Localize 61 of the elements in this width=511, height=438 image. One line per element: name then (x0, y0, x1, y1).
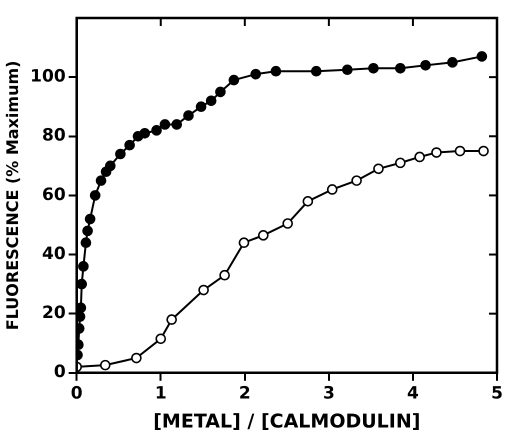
y-tick-label: 100 (30, 66, 66, 87)
point (78, 261, 89, 272)
x-tick-label: 1 (154, 383, 167, 404)
x-tick-label: 2 (238, 383, 251, 404)
point (105, 160, 116, 172)
point (115, 148, 126, 160)
point (270, 66, 282, 77)
x-tick-label: 3 (322, 383, 335, 404)
point (100, 360, 111, 370)
y-tick-label: 60 (42, 184, 66, 205)
point (414, 152, 425, 162)
point (96, 175, 106, 186)
y-tick-label: 20 (42, 303, 66, 324)
point (219, 270, 230, 281)
point (395, 62, 406, 74)
point (76, 302, 86, 314)
point (282, 218, 293, 229)
point (90, 190, 100, 201)
y-tick-label: 80 (42, 126, 66, 146)
point (228, 74, 240, 86)
point (258, 230, 269, 241)
point (351, 175, 362, 186)
point (302, 196, 314, 207)
x-tick-label: 5 (491, 383, 503, 404)
point (342, 64, 353, 76)
point (160, 119, 170, 130)
point (196, 101, 206, 112)
point (395, 158, 406, 168)
y-axis-title: FLUORESCENCE (% Maximum) (2, 60, 22, 330)
point (368, 62, 379, 74)
x-tick-label: 4 (407, 383, 420, 404)
point (82, 226, 93, 236)
point (76, 278, 88, 290)
point (206, 95, 216, 106)
y-tick-label: 40 (42, 244, 66, 264)
point (80, 237, 92, 248)
y-tick-label: 0 (54, 362, 66, 382)
point (373, 163, 384, 174)
point (131, 352, 142, 364)
x-tick-label: 0 (70, 383, 83, 404)
point (124, 140, 135, 150)
point (151, 125, 162, 136)
point (431, 147, 442, 158)
point (171, 119, 182, 130)
point (420, 60, 431, 71)
point (250, 68, 262, 80)
point (198, 284, 209, 296)
point (476, 51, 488, 62)
x-axis-title: [METAL] / [CALMODULIN] (153, 410, 420, 433)
point (84, 214, 96, 224)
point (155, 334, 166, 344)
point (215, 86, 226, 98)
point (238, 237, 250, 248)
point (139, 128, 150, 139)
point (166, 314, 177, 325)
point (310, 66, 322, 77)
point (454, 146, 466, 156)
point (326, 184, 338, 195)
point (447, 57, 458, 68)
point (478, 146, 489, 156)
point (183, 110, 194, 121)
